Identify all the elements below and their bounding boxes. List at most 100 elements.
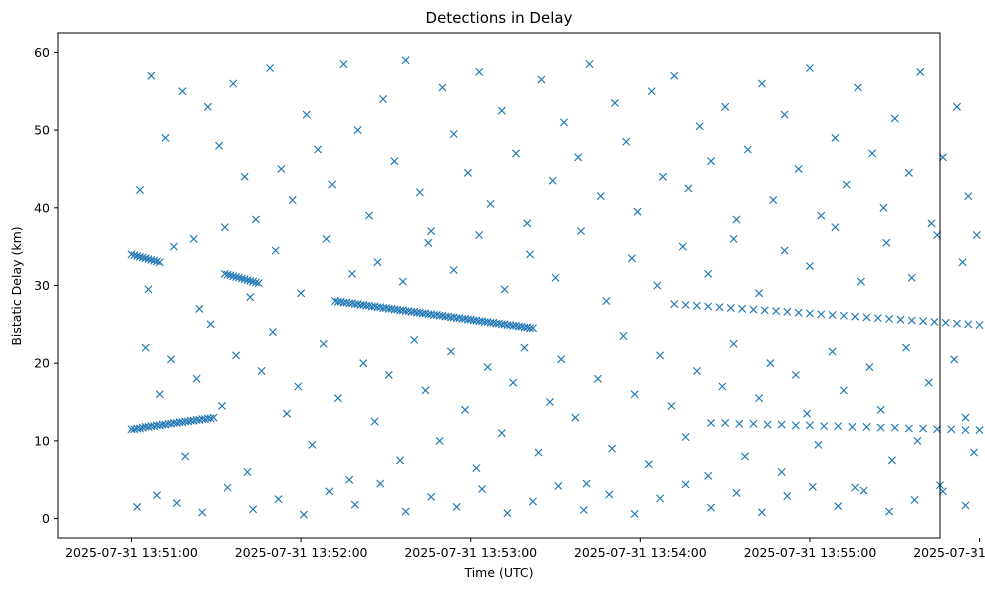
data-point [755,289,764,298]
data-point [189,234,198,243]
data-point [226,271,235,280]
data-point [424,238,433,247]
series-3 [220,269,263,288]
data-point [229,79,238,88]
y-axis-label: Bistatic Delay (km) [9,226,24,345]
data-point [548,176,557,185]
data-point [862,313,871,322]
series-1 [127,413,218,434]
data-point [707,503,716,512]
data-point [288,196,297,205]
data-point [726,304,735,313]
data-point [876,423,885,432]
data-point [902,343,911,352]
data-point [232,351,241,360]
data-point [958,258,967,267]
data-point [907,316,916,325]
data-point [237,274,246,283]
data-point [749,419,758,428]
series-6 [707,419,984,435]
data-point [537,75,546,84]
data-point [497,429,506,438]
data-point [885,507,894,516]
data-point [831,223,840,232]
data-point [876,405,885,414]
y-tick-label: 50 [34,123,50,138]
data-point [579,506,588,515]
x-tick-label: 2025-07-31 13:55:00 [744,545,877,560]
data-point [851,312,860,321]
data-point [735,419,744,428]
data-point [325,487,334,496]
data-point [347,269,357,278]
data-point [475,67,484,76]
data-point [814,440,823,449]
data-point [223,483,232,492]
data-point [961,501,970,510]
data-point [856,277,865,286]
data-point [627,254,636,263]
data-point [223,270,232,279]
data-point [941,318,950,327]
data-point [240,172,249,181]
data-point [704,269,713,278]
data-point [401,507,410,516]
data-point [681,480,690,489]
data-point [297,289,306,298]
data-point [232,272,241,281]
data-point [608,444,617,453]
data-point [478,485,487,494]
data-point [155,390,164,399]
data-point [851,483,860,492]
data-point [817,211,826,220]
data-point [653,281,662,290]
data-point [596,192,605,201]
data-point [904,168,913,177]
data-point [738,304,747,313]
data-point [842,180,851,189]
data-point [299,510,308,519]
data-point [817,310,826,319]
data-point [545,398,554,407]
data-point [486,199,495,208]
data-point [839,311,848,320]
data-point [511,149,520,158]
data-point [681,432,690,442]
data-point [862,422,871,431]
y-tick-label: 40 [34,200,50,215]
y-tick-label: 20 [34,356,50,371]
data-point [435,436,444,445]
data-point [373,258,382,267]
data-point [593,374,602,383]
data-point [526,250,535,259]
data-point [178,87,187,96]
data-point [791,421,800,430]
data-point [198,508,207,517]
chart-title: Detections in Delay [426,9,573,27]
data-point [446,347,455,356]
data-point [783,307,792,316]
data-point [246,293,255,302]
data-point [670,71,679,80]
data-point [319,339,328,348]
data-point [952,102,961,111]
data-point [907,273,916,282]
data-point [523,219,532,228]
data-point [133,251,142,260]
data-point [243,276,252,285]
data-point [206,320,215,329]
data-point [209,413,218,422]
data-point [885,314,894,323]
data-point [684,184,693,193]
data-point [633,207,642,216]
data-point [707,419,716,428]
data-point [848,422,857,431]
data-point [890,114,899,123]
data-point [449,129,458,139]
data-point [927,219,936,228]
data-point [964,192,973,201]
data-point [757,79,766,88]
data-point [667,401,676,410]
data-point [528,497,537,506]
